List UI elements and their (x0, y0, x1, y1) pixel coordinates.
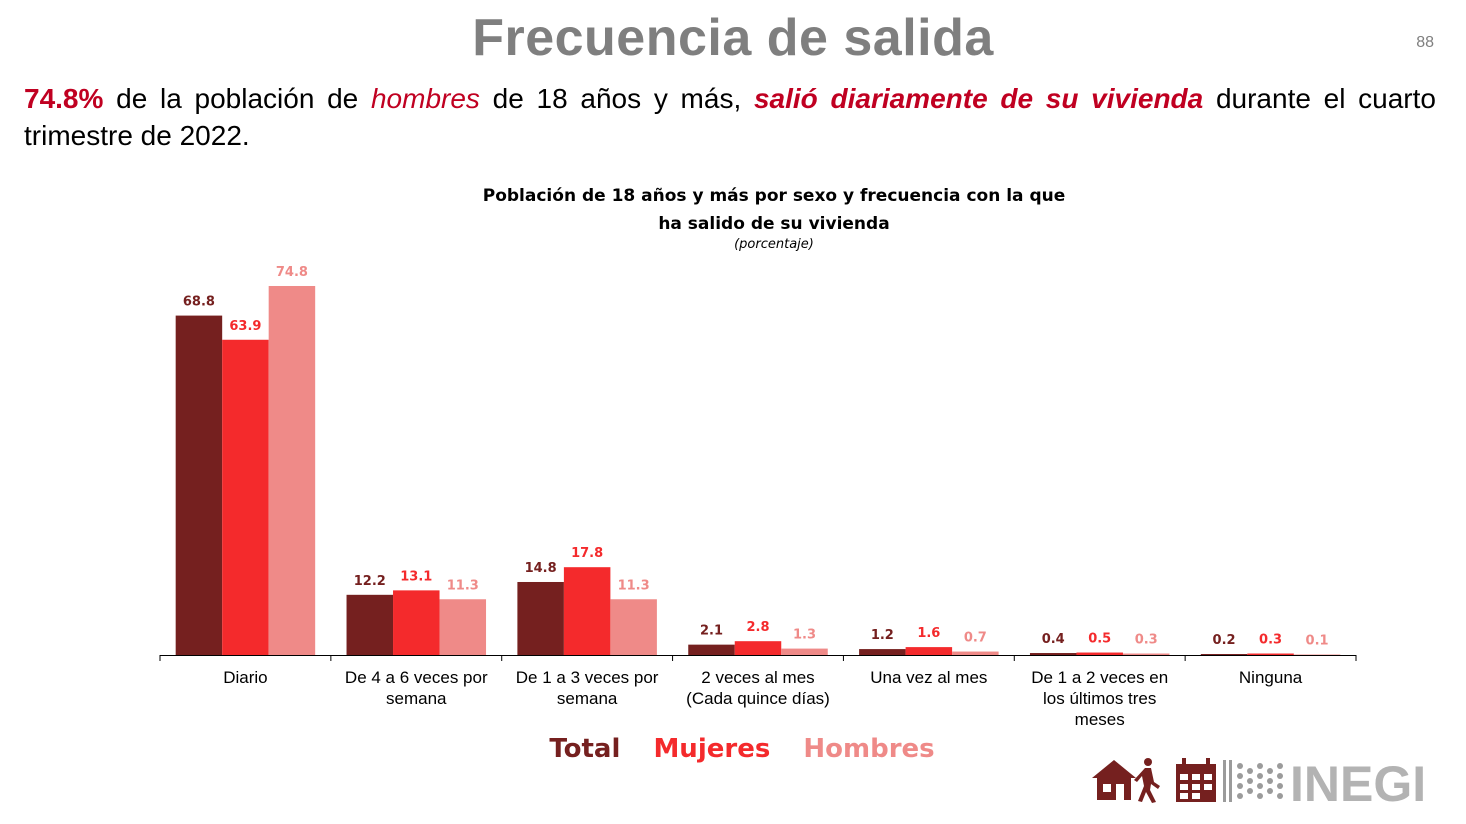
bar-mujeres (563, 567, 611, 655)
data-label-total: 0.4 (1042, 632, 1065, 647)
house-icon (1092, 760, 1136, 800)
chart-unit: (porcentaje) (734, 237, 814, 252)
category-label-line: meses (1075, 710, 1125, 729)
data-label-mujeres: 63.9 (229, 319, 261, 334)
bar-hombres (439, 599, 487, 655)
bar-total (859, 649, 906, 655)
data-label-hombres: 11.3 (447, 578, 479, 593)
data-label-hombres: 11.3 (618, 578, 650, 593)
category-label-line: 2 veces al mes (701, 668, 814, 687)
data-label-total: 14.8 (525, 561, 557, 576)
data-label-mujeres: 0.3 (1259, 633, 1282, 648)
data-label-total: 12.2 (354, 574, 386, 589)
bar-hombres (1122, 653, 1170, 655)
category-label-line: De 1 a 3 veces por (516, 668, 659, 687)
category-label-line: Ninguna (1239, 668, 1303, 687)
inegi-logo: INEGI (1092, 756, 1426, 804)
data-label-hombres: 1.3 (793, 628, 816, 643)
bar-mujeres (393, 590, 440, 655)
category-label-line: De 1 a 2 veces en (1031, 668, 1168, 687)
bar-total (1200, 654, 1248, 655)
inegi-logo-text: INEGI (1290, 756, 1426, 804)
data-label-total: 1.2 (871, 628, 894, 643)
data-label-mujeres: 13.1 (400, 569, 432, 584)
data-label-hombres: 0.3 (1135, 633, 1158, 648)
walking-person-icon (1134, 758, 1160, 803)
bar-total (346, 594, 394, 655)
category-label: Diario (223, 668, 267, 687)
data-label-mujeres: 1.6 (917, 626, 940, 641)
bar-hombres (952, 651, 999, 655)
category-label: De 1 a 2 veces en los últimos tres meses (1031, 668, 1168, 729)
category-label: De 4 a 6 veces por semana (345, 668, 488, 708)
bar-mujeres (905, 647, 953, 655)
bar-hombres (781, 648, 828, 655)
chart-title-line-1: Población de 18 años y más por sexo y fr… (482, 186, 1066, 206)
bar-total (517, 581, 564, 655)
data-label-total: 2.1 (700, 624, 723, 639)
chart-title: Población de 18 años y más por sexo y fr… (0, 182, 1466, 238)
bar-total (688, 644, 735, 655)
data-label-total: 68.8 (183, 295, 215, 310)
chart-legend: Total Mujeres Hombres (0, 734, 1466, 764)
category-label: Ninguna (1239, 668, 1303, 687)
data-label-total: 0.2 (1213, 633, 1236, 648)
abacus-icon (1223, 760, 1283, 802)
category-label-line: semana (386, 689, 447, 708)
data-label-hombres: 0.1 (1306, 634, 1329, 649)
headline-text-1: de la población de (103, 83, 371, 114)
slide-title: Frecuencia de salida (472, 9, 994, 67)
data-label-mujeres: 2.8 (746, 620, 769, 635)
legend-total: Total (549, 734, 621, 764)
page-number: 88 (1416, 34, 1434, 51)
category-label-line: semana (557, 689, 618, 708)
bar-hombres (268, 285, 316, 655)
headline-text-2: de 18 años y más, (479, 83, 754, 114)
data-label-hombres: 74.8 (276, 265, 308, 280)
category-label-line: Diario (223, 668, 267, 687)
data-label-hombres: 0.7 (964, 631, 987, 646)
bar-mujeres (1076, 652, 1123, 655)
headline-text-3: durante el cuarto trimestre de 2022. (24, 83, 1436, 151)
bar-mujeres (734, 641, 782, 655)
bar-total (175, 315, 223, 655)
bar-mujeres (1247, 653, 1294, 655)
category-label: De 1 a 3 veces por semana (516, 668, 659, 708)
bar-total (1029, 653, 1077, 655)
data-label-mujeres: 17.8 (571, 546, 603, 561)
calendar-icon (1176, 758, 1216, 802)
legend-mujeres: Mujeres (653, 734, 771, 764)
category-label: 2 veces al mes (Cada quince días) (686, 668, 830, 708)
chart-title-line-2: ha salido de su vivienda (658, 214, 890, 234)
category-label-line: De 4 a 6 veces por (345, 668, 488, 687)
legend-hombres: Hombres (803, 734, 935, 764)
data-label-mujeres: 0.5 (1088, 632, 1111, 647)
headline-sentence: 74.8% de la población de hombres de 18 a… (24, 80, 1436, 154)
headline-percentage: 74.8% (24, 83, 104, 114)
category-label-line: (Cada quince días) (686, 689, 830, 708)
category-label: Una vez al mes (870, 668, 987, 687)
bar-hombres (610, 599, 657, 655)
category-label-line: Una vez al mes (870, 668, 987, 687)
bar-mujeres (222, 339, 269, 655)
category-label-line: los últimos tres (1043, 689, 1156, 708)
headline-hombres: hombres (370, 83, 480, 114)
headline-emphasis: salió diariamente de su vivienda (753, 83, 1204, 114)
